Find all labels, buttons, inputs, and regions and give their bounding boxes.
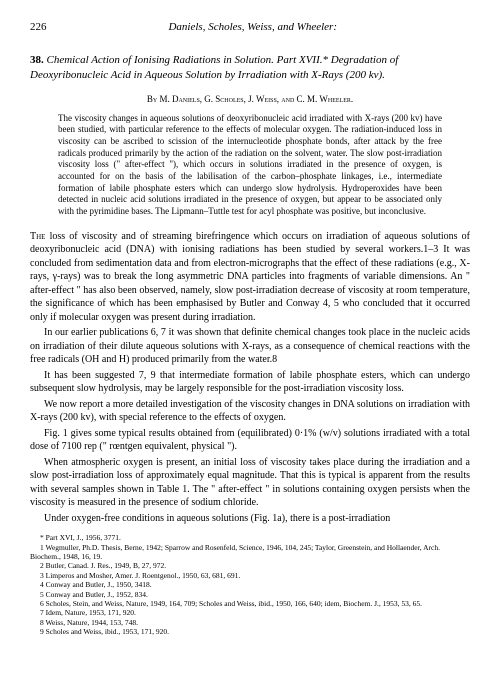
header-spacer <box>459 20 470 35</box>
body-paragraph: The loss of viscosity and of streaming b… <box>30 230 470 325</box>
running-head: Daniels, Scholes, Weiss, and Wheeler: <box>47 20 460 35</box>
footnote: * Part XVI, J., 1956, 3771. <box>30 533 470 542</box>
abstract: The viscosity changes in aqueous solutio… <box>58 113 442 218</box>
page-header: 226 Daniels, Scholes, Weiss, and Wheeler… <box>30 20 470 35</box>
article-body: The loss of viscosity and of streaming b… <box>30 230 470 526</box>
footnote: 8 Weiss, Nature, 1944, 153, 748. <box>30 618 470 627</box>
body-paragraph: We now report a more detailed investigat… <box>30 398 470 425</box>
footnotes-block: * Part XVI, J., 1956, 3771. 1 Wegmuller,… <box>30 533 470 636</box>
article-number: 38. <box>30 54 44 66</box>
footnote: 7 Idem, Nature, 1953, 171, 920. <box>30 608 470 617</box>
footnote: 5 Conway and Butler, J., 1952, 834. <box>30 590 470 599</box>
footnote: 1 Wegmuller, Ph.D. Thesis, Berne, 1942; … <box>30 543 470 562</box>
author-list: By M. Daniels, G. Scholes, J. Weiss, and… <box>30 93 470 105</box>
footnote: 9 Scholes and Weiss, ibid., 1953, 171, 9… <box>30 627 470 636</box>
footnote: 6 Scholes, Stein, and Weiss, Nature, 194… <box>30 599 470 608</box>
body-paragraph: Under oxygen-free conditions in aqueous … <box>30 512 470 526</box>
article-title-block: 38. Chemical Action of Ionising Radiatio… <box>30 53 470 83</box>
article-title: Chemical Action of Ionising Radiations i… <box>30 54 398 81</box>
footnote: 3 Limperos and Mosher, Amer. J. Roentgen… <box>30 571 470 580</box>
body-paragraph: In our earlier publications 6, 7 it was … <box>30 326 470 367</box>
body-p1-text: loss of viscosity and of streaming biref… <box>30 231 470 323</box>
journal-page: 226 Daniels, Scholes, Weiss, and Wheeler… <box>0 0 500 656</box>
body-paragraph: It has been suggested 7, 9 that intermed… <box>30 369 470 396</box>
page-number: 226 <box>30 20 47 35</box>
footnote: 2 Butler, Canad. J. Res., 1949, B, 27, 9… <box>30 561 470 570</box>
body-paragraph: When atmospheric oxygen is present, an i… <box>30 456 470 510</box>
body-paragraph: Fig. 1 gives some typical results obtain… <box>30 427 470 454</box>
footnote: 4 Conway and Butler, J., 1950, 3418. <box>30 580 470 589</box>
